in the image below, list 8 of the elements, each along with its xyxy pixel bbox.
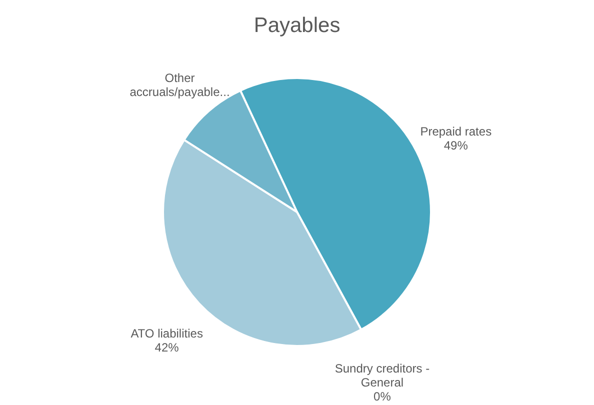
slice-label: Other accruals/payable... (130, 71, 230, 100)
text: 0% (374, 389, 391, 404)
chart-title: Payables (254, 14, 340, 37)
data-label: 42% (154, 340, 180, 354)
slice-label: ATO liabilities (130, 326, 203, 340)
slice-label: Prepaid rates (420, 124, 492, 139)
data-label: 49% (444, 138, 468, 153)
category-label: Sundry creditors - General (334, 361, 430, 390)
